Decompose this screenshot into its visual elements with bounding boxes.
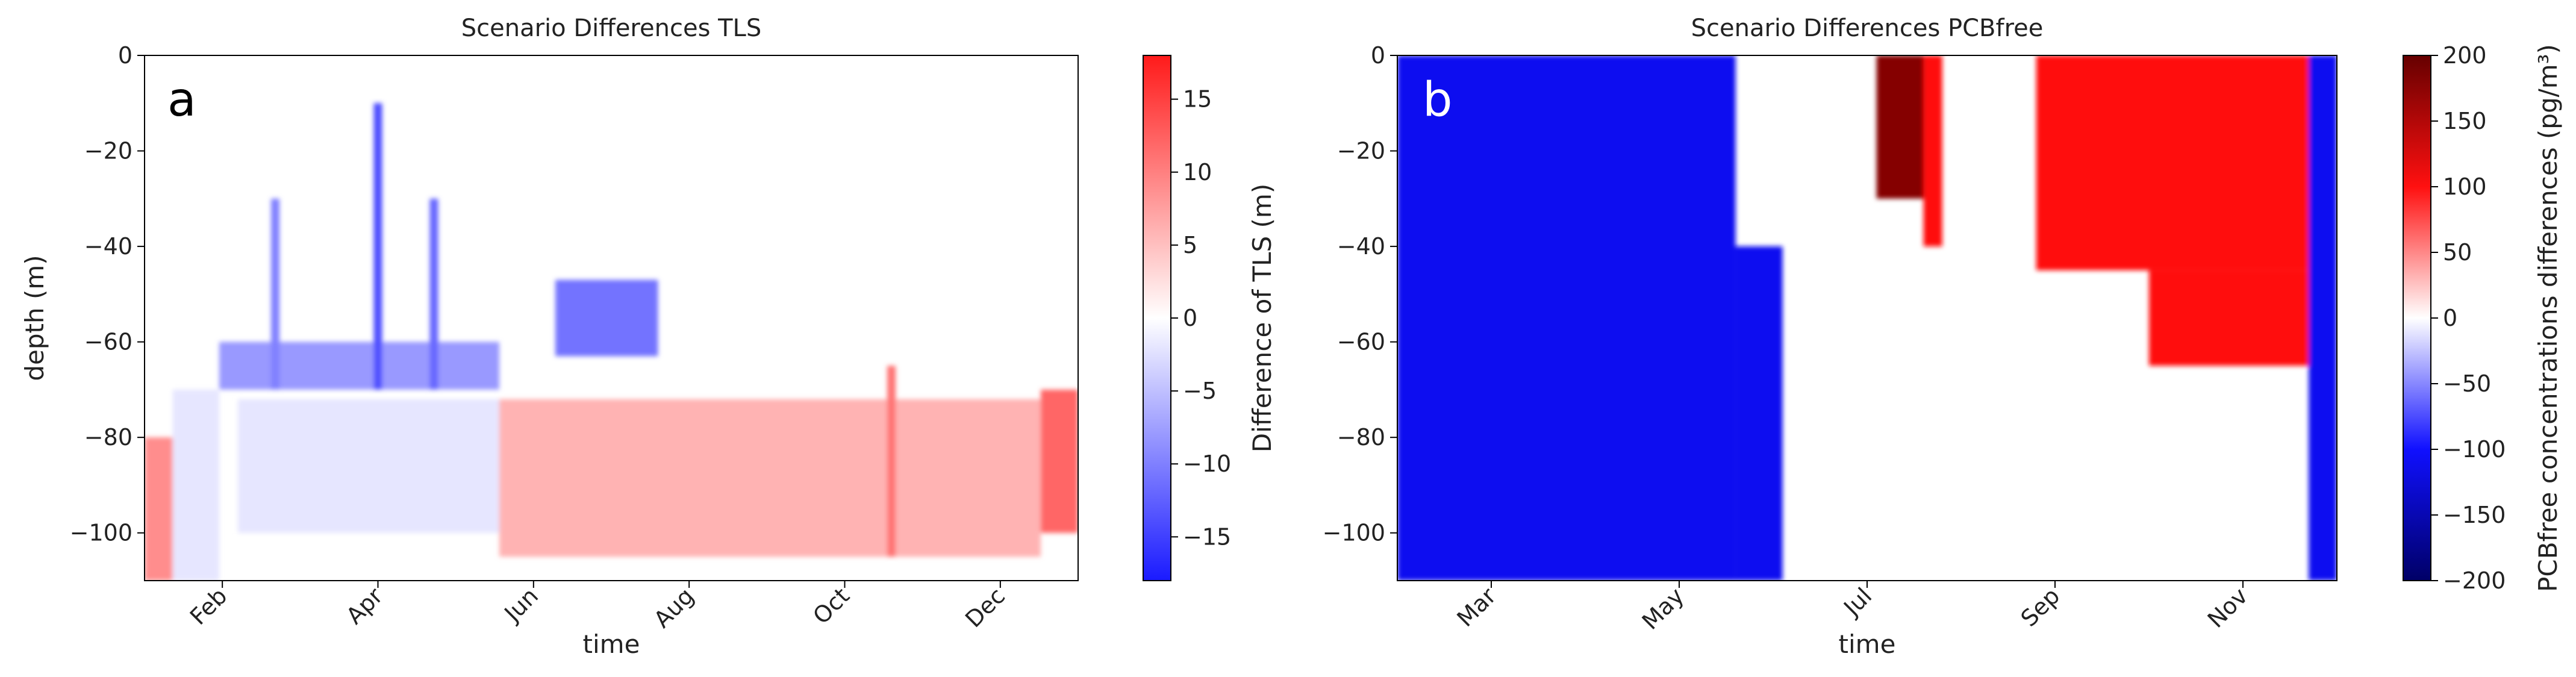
- panel-b-x-tick-label: Sep: [2016, 582, 2065, 632]
- panel-b-colorbar-tick-label: −100: [2443, 436, 2506, 463]
- panel-a-colorbar-tick-label: 10: [1183, 159, 1212, 186]
- panel-a-region: [499, 399, 1041, 557]
- panel-b-label: b: [1423, 73, 1453, 127]
- panel-a-colorbar-tick-label: −5: [1183, 378, 1217, 404]
- panel-b-title: Scenario Differences PCBfree: [1691, 14, 2044, 42]
- panel-a-x-tick-label: Aug: [649, 582, 699, 633]
- panel-a: Scenario Differences TLS a 0 −20 −40 −60 −80…: [20, 14, 1277, 659]
- panel-b: Scenario Differences PCBfree b 0 −20 −40 −6…: [1323, 14, 2563, 659]
- panel-b-heatmap: [1397, 55, 2337, 581]
- panel-a-colorbar: [1143, 55, 1171, 581]
- panel-b-colorbar-tick-label: −150: [2443, 502, 2506, 528]
- panel-a-streak: [887, 366, 896, 557]
- panel-a-x-axis: Feb Apr Jun Aug Oct Dec: [185, 581, 1010, 633]
- panel-b-x-tick-label: Jul: [1838, 582, 1877, 622]
- panel-b-colorbar-tick-label: 50: [2443, 239, 2472, 266]
- panel-a-heatmap: [145, 103, 1078, 581]
- panel-b-x-tick-label: Mar: [1452, 582, 1502, 632]
- panel-b-colorbar-ticks: 200 150 100 50 0 −50 −100 −150 −200: [2431, 42, 2506, 594]
- panel-a-streak: [429, 198, 438, 390]
- panel-b-colorbar-tick-label: 150: [2443, 108, 2487, 134]
- panel-a-y-tick-label: −20: [84, 138, 133, 164]
- panel-a-x-tick-label: Apr: [341, 582, 388, 629]
- panel-b-colorbar-tick-label: −200: [2443, 567, 2506, 594]
- panel-a-label: a: [167, 73, 196, 127]
- panel-a-plot-frame: [144, 55, 1079, 581]
- panel-a-y-label: depth (m): [20, 255, 49, 381]
- panel-a-colorbar-ticks: 15 10 5 0 −5 −10 −15: [1171, 86, 1231, 550]
- panel-b-y-tick-label: −100: [1323, 520, 1385, 546]
- panel-a-region: [219, 342, 499, 390]
- panel-b-x-tick-label: May: [1637, 582, 1689, 635]
- panel-a-region: [1041, 389, 1078, 533]
- panel-b-region: [2309, 55, 2337, 581]
- panel-a-y-tick-label: 0: [118, 42, 133, 69]
- panel-a-colorbar-tick-label: −15: [1183, 523, 1231, 550]
- panel-a-x-tick-label: Dec: [960, 582, 1010, 632]
- panel-b-colorbar-tick-label: 200: [2443, 42, 2487, 69]
- panel-b-y-tick-label: −40: [1337, 233, 1385, 260]
- panel-b-region: [1735, 246, 1783, 581]
- panel-b-x-tick-label: Nov: [2203, 582, 2253, 633]
- panel-a-x-tick-label: Jun: [499, 582, 544, 628]
- panel-b-region: [1923, 55, 1942, 247]
- panel-a-region: [172, 389, 219, 581]
- panel-b-region: [1397, 55, 1736, 581]
- panel-a-y-tick-label: −80: [84, 424, 133, 451]
- panel-b-x-label: time: [1839, 629, 1896, 659]
- panel-b-colorbar-tick-label: −50: [2443, 370, 2491, 397]
- panel-a-streak: [271, 198, 279, 390]
- panel-b-region: [1876, 55, 1924, 199]
- panel-a-y-tick-label: −40: [84, 233, 133, 260]
- panel-a-y-tick-label: −60: [84, 329, 133, 355]
- panel-a-region: [238, 399, 499, 533]
- panel-a-y-tick-label: −100: [70, 520, 133, 546]
- panel-b-colorbar-label: PCBfree concentrations differences (pg/m…: [2533, 44, 2563, 592]
- panel-a-colorbar-tick-label: −10: [1183, 451, 1231, 477]
- panel-a-colorbar-tick-label: 15: [1183, 86, 1212, 113]
- panel-b-colorbar: [2403, 55, 2431, 581]
- panel-a-colorbar-label: Difference of TLS (m): [1247, 184, 1277, 452]
- panel-a-y-axis: 0 −20 −40 −60 −80 −100: [70, 42, 145, 546]
- panel-a-colorbar-tick-label: 0: [1183, 305, 1197, 331]
- panel-b-colorbar-tick-label: 100: [2443, 173, 2487, 200]
- panel-a-x-tick-label: Feb: [185, 582, 232, 630]
- panel-a-colorbar-tick-label: 5: [1183, 232, 1197, 258]
- panel-a-region: [145, 437, 173, 581]
- panel-b-x-axis: Mar May Jul Sep Nov: [1452, 581, 2253, 635]
- panel-a-streak: [373, 103, 382, 390]
- panel-b-region: [2149, 270, 2309, 366]
- panel-b-y-tick-label: −60: [1337, 329, 1385, 355]
- panel-b-y-tick-label: −20: [1337, 138, 1385, 164]
- panel-b-region: [2036, 55, 2309, 270]
- panel-a-region: [555, 279, 658, 357]
- panel-b-y-axis: 0 −20 −40 −60 −80 −100: [1323, 42, 1397, 546]
- panel-b-y-tick-label: −80: [1337, 424, 1385, 451]
- panel-a-title: Scenario Differences TLS: [461, 14, 761, 42]
- panel-b-y-tick-label: 0: [1371, 42, 1385, 69]
- panel-b-colorbar-tick-label: 0: [2443, 305, 2457, 331]
- panel-a-x-label: time: [583, 629, 640, 659]
- panel-a-x-tick-label: Oct: [808, 582, 855, 629]
